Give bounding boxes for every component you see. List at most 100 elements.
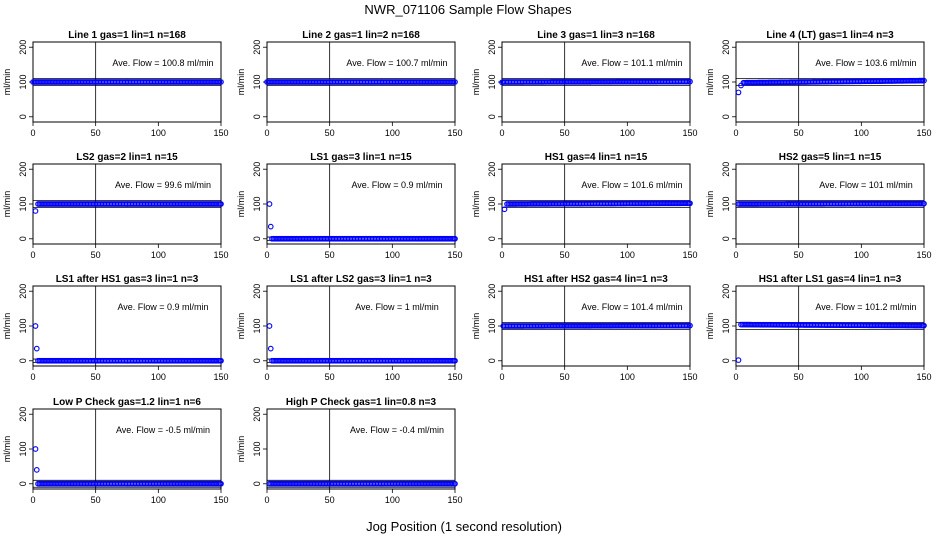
data-point — [687, 322, 693, 329]
y-tick-label: 200 — [487, 40, 497, 55]
x-tick-label: 50 — [325, 250, 335, 260]
x-tick-label: 100 — [385, 372, 400, 382]
data-point — [33, 467, 40, 473]
figure-xlabel: Jog Position (1 second resolution) — [366, 519, 562, 534]
x-tick-label: 0 — [264, 495, 269, 505]
x-tick-label: 100 — [620, 128, 635, 138]
x-tick-label: 50 — [325, 495, 335, 505]
y-tick-label: 200 — [18, 284, 28, 299]
x-tick-label: 0 — [499, 372, 504, 382]
panel-title: LS1 after HS1 gas=3 lin=1 n=3 — [56, 274, 199, 285]
y-axis-label: ml/min — [2, 69, 12, 96]
data-point — [32, 208, 39, 214]
y-tick-label: 200 — [18, 162, 28, 177]
plot-frame — [266, 163, 456, 245]
data-point — [33, 345, 40, 352]
y-tick-label: 100 — [487, 196, 497, 211]
y-tick-label: 100 — [487, 318, 497, 333]
y-tick-label: 100 — [18, 441, 28, 456]
y-axis-label: ml/min — [236, 191, 246, 218]
y-axis-label: ml/min — [471, 69, 481, 96]
panel-title: Line 1 gas=1 lin=1 n=168 — [68, 30, 186, 41]
data-point — [501, 206, 508, 213]
y-tick-label: 100 — [721, 74, 731, 89]
data-point — [218, 79, 224, 85]
x-tick-label: 0 — [30, 495, 35, 505]
panel-title: LS1 gas=3 lin=1 n=15 — [310, 152, 412, 163]
x-tick-label: 0 — [30, 372, 35, 382]
y-axis-label: ml/min — [236, 69, 246, 96]
x-tick-label: 150 — [916, 250, 931, 260]
x-tick-label: 50 — [91, 250, 101, 260]
y-tick-label: 0 — [252, 114, 262, 119]
x-tick-label: 50 — [560, 372, 570, 382]
x-tick-label: 100 — [385, 495, 400, 505]
panel-title: Line 3 gas=1 lin=3 n=168 — [537, 30, 655, 41]
x-tick-label: 100 — [151, 495, 166, 505]
x-tick-label: 150 — [682, 372, 697, 382]
y-tick-label: 0 — [18, 114, 28, 119]
panel-title: LS1 after LS2 gas=3 lin=1 n=3 — [290, 274, 432, 285]
data-point — [218, 480, 224, 487]
x-tick-label: 50 — [325, 372, 335, 382]
x-tick-label: 0 — [733, 372, 738, 382]
y-tick-label: 100 — [721, 318, 731, 333]
data-point — [218, 357, 224, 364]
panel-13: Low P Check gas=1.2 lin=1 n=6 0 50 100 150 0 1… — [2, 397, 229, 505]
y-axis-label: ml/min — [705, 313, 715, 340]
ave-flow-label: Ave. Flow = 101.1 ml/min — [581, 58, 682, 68]
y-tick-label: 0 — [18, 236, 28, 241]
x-tick-label: 100 — [385, 250, 400, 260]
y-axis-label: ml/min — [471, 191, 481, 218]
y-tick-label: 0 — [252, 481, 262, 486]
x-tick-label: 150 — [916, 372, 931, 382]
x-tick-label: 100 — [151, 372, 166, 382]
panel-title: HS1 after HS2 gas=4 lin=1 n=3 — [524, 274, 668, 285]
x-tick-label: 0 — [733, 250, 738, 260]
plot-frame — [266, 408, 456, 490]
panel-title: Low P Check gas=1.2 lin=1 n=6 — [53, 397, 201, 408]
panel-title: LS2 gas=2 lin=1 n=15 — [76, 152, 178, 163]
x-tick-label: 100 — [385, 128, 400, 138]
y-tick-label: 200 — [252, 162, 262, 177]
data-point — [735, 357, 742, 363]
data-point — [266, 323, 273, 329]
y-tick-label: 0 — [18, 481, 28, 486]
data-point — [921, 200, 927, 207]
x-tick-label: 0 — [264, 250, 269, 260]
panel-12: HS1 after LS1 gas=4 lin=1 n=3 0 50 100 150 0 1… — [705, 274, 932, 382]
y-axis-label: ml/min — [236, 436, 246, 463]
panel-9: LS1 after HS1 gas=3 lin=1 n=3 0 50 100 150 0 1… — [2, 274, 229, 382]
y-tick-label: 200 — [721, 284, 731, 299]
data-point — [452, 235, 458, 242]
x-tick-label: 50 — [560, 128, 570, 138]
x-tick-label: 50 — [325, 128, 335, 138]
plot-frame — [266, 285, 456, 367]
x-tick-label: 150 — [447, 128, 462, 138]
y-axis-label: ml/min — [705, 191, 715, 218]
data-point — [452, 357, 458, 364]
y-tick-label: 0 — [487, 236, 497, 241]
x-tick-label: 100 — [620, 372, 635, 382]
x-tick-label: 50 — [794, 250, 804, 260]
x-tick-label: 50 — [794, 372, 804, 382]
y-axis-label: ml/min — [2, 191, 12, 218]
panel-11: HS1 after HS2 gas=4 lin=1 n=3 0 50 100 150 0 1… — [471, 274, 698, 382]
x-tick-label: 0 — [264, 372, 269, 382]
y-tick-label: 100 — [487, 74, 497, 89]
x-tick-label: 150 — [213, 128, 228, 138]
y-tick-label: 100 — [18, 74, 28, 89]
ave-flow-label: Ave. Flow = 103.6 ml/min — [815, 58, 916, 68]
data-point — [687, 78, 693, 85]
y-tick-label: 200 — [18, 40, 28, 55]
ave-flow-label: Ave. Flow = -0.5 ml/min — [116, 425, 210, 435]
panel-4: Line 4 (LT) gas=1 lin=4 n=3 0 50 100 150 0 100… — [705, 30, 932, 138]
y-tick-label: 0 — [252, 236, 262, 241]
x-tick-label: 150 — [447, 250, 462, 260]
y-tick-label: 200 — [252, 40, 262, 55]
y-tick-label: 200 — [252, 284, 262, 299]
data-point — [32, 446, 39, 452]
panel-title: HS1 after LS1 gas=4 lin=1 n=3 — [759, 274, 902, 285]
x-tick-label: 0 — [499, 250, 504, 260]
data-point — [735, 89, 742, 96]
